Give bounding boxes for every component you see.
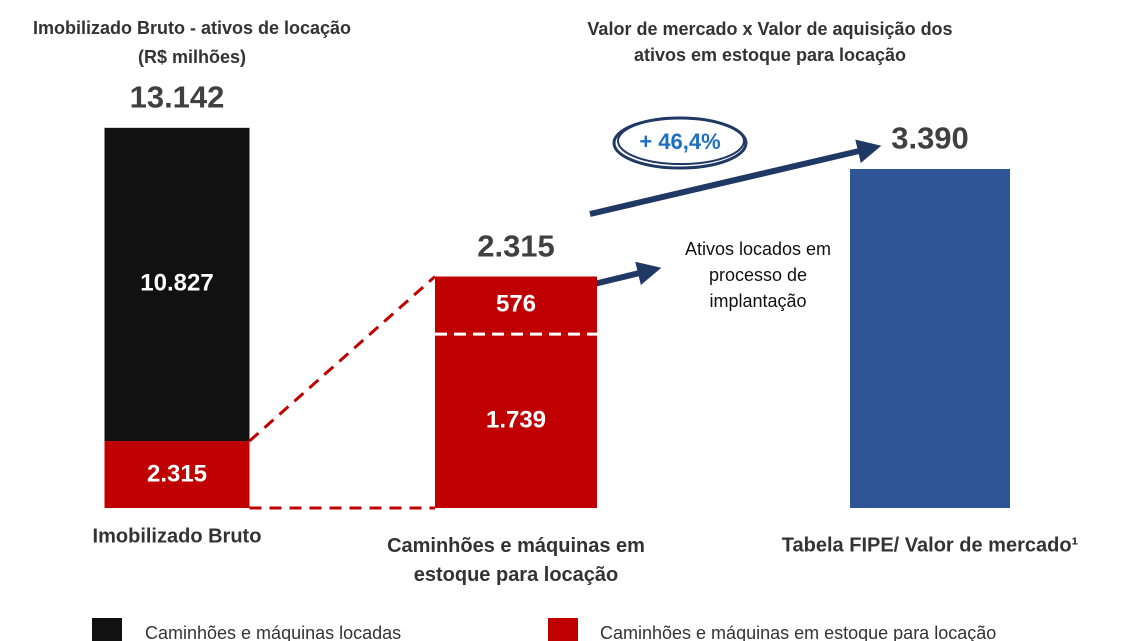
value-label: 2.315	[146, 460, 208, 488]
chart-subtitle: (R$ milhões)	[137, 46, 247, 67]
bar-segment	[435, 276, 597, 335]
total-label: 2.315	[477, 228, 555, 264]
chart-title: Valor de mercado x Valor de aquisição do…	[587, 18, 953, 65]
bar-segment	[435, 334, 597, 508]
bar-segment	[104, 441, 250, 508]
value-label: 10.827	[140, 270, 214, 298]
legend-label: Caminhões e máquinas em estoque para loc…	[600, 622, 997, 641]
bar-segment	[850, 169, 1010, 508]
growth-arrow	[589, 139, 882, 217]
x-tick-label: Tabela FIPE/ Valor de mercado¹	[781, 534, 1079, 557]
legend-swatch	[548, 618, 578, 641]
value-label: 1.739	[485, 406, 547, 434]
growth-annotation: + 46,4%	[639, 129, 721, 155]
legend-swatch	[92, 618, 122, 641]
bar-segment	[104, 127, 250, 442]
legend-label: Caminhões e máquinas locadas	[145, 622, 402, 641]
value-label: 576	[495, 290, 537, 318]
total-label: 13.142	[129, 79, 225, 115]
segment-annotation: Ativos locados em processo de implantaçã…	[684, 238, 832, 312]
connector	[248, 275, 436, 443]
chart-title: Imobilizado Bruto - ativos de locação	[32, 17, 352, 38]
annotation-arrow	[589, 261, 662, 288]
x-tick-label: Caminhões e máquinas em estoque para loc…	[387, 535, 645, 586]
growth-ellipse	[617, 117, 745, 165]
x-tick-label: Imobilizado Bruto	[92, 525, 262, 548]
total-label: 3.390	[891, 120, 969, 156]
